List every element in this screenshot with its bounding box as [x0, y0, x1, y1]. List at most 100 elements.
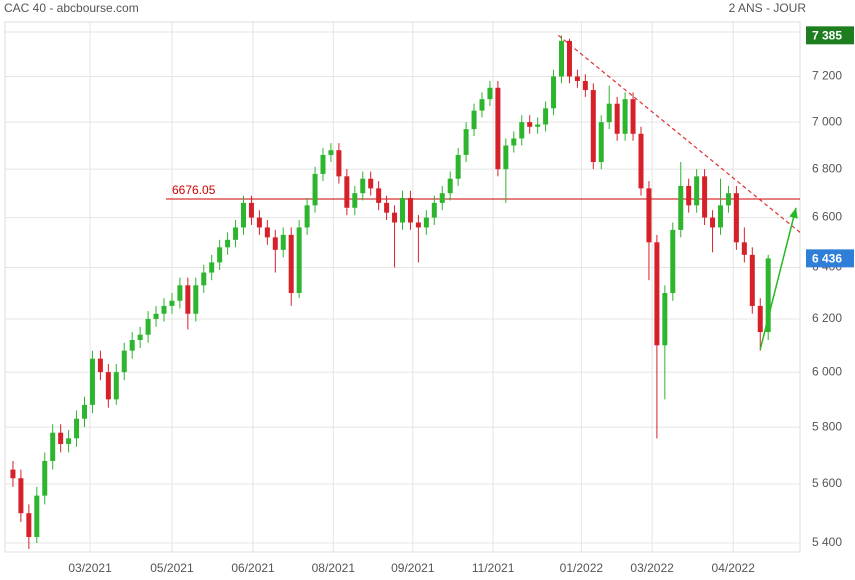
last-price-tag-label: 6 436 [812, 252, 842, 266]
y-tick-label: 5 400 [812, 535, 842, 549]
candle-body [201, 272, 207, 286]
candle-body [145, 318, 151, 335]
candle-body [58, 432, 64, 444]
candle-body [757, 305, 763, 333]
candle-body [614, 103, 620, 134]
candle-body [256, 217, 262, 228]
candle-body [741, 242, 747, 255]
candle-body [519, 122, 525, 139]
candle-body [543, 108, 549, 125]
candle-body [646, 188, 652, 243]
x-tick-label: 09/2021 [391, 561, 435, 575]
x-tick-label: 08/2021 [312, 561, 356, 575]
candle-body [18, 478, 24, 514]
x-tick-label: 01/2022 [560, 561, 604, 575]
candle-body [272, 237, 278, 250]
candle-body [26, 513, 32, 537]
candle-body [288, 234, 294, 294]
candle-body [336, 150, 342, 177]
candle-body [463, 129, 469, 155]
x-tick-label: 03/2022 [630, 561, 674, 575]
plot-frame [4, 21, 801, 553]
y-tick-label: 7 200 [812, 69, 842, 83]
candle-body [153, 313, 159, 319]
candle-body [407, 198, 413, 223]
candle-body [471, 110, 477, 130]
candle-body [161, 305, 167, 314]
candle-body [82, 404, 87, 419]
x-tick-label: 06/2021 [231, 561, 275, 575]
y-tick-label: 6 000 [812, 364, 842, 378]
y-tick-label: 6 600 [812, 210, 842, 224]
candle-body [185, 285, 191, 314]
candle-body [376, 188, 382, 203]
candle-body [296, 227, 302, 294]
candle-body [105, 372, 111, 400]
candle-body [662, 293, 668, 346]
candle-body [487, 87, 493, 100]
candle-body [97, 358, 103, 373]
candle-body [503, 145, 509, 170]
candle-body [42, 460, 48, 496]
candle-body [455, 154, 461, 179]
candle-body [479, 99, 485, 111]
candle-body [574, 76, 580, 81]
candle-body [638, 133, 644, 189]
candle-body [511, 138, 517, 146]
candle-body [686, 185, 692, 206]
candle-body [431, 202, 437, 218]
candle-body [129, 340, 135, 351]
candle-body [193, 285, 199, 314]
y-tick-label: 6 200 [812, 311, 842, 325]
candle-body [598, 122, 604, 163]
candle-body [749, 254, 755, 306]
candle-body [582, 80, 588, 91]
candle-body [169, 300, 175, 306]
candle-body [495, 87, 501, 170]
candle-body [360, 178, 366, 194]
candle-body [678, 185, 684, 230]
y-tick-label: 6 800 [812, 161, 842, 175]
candle-body [89, 358, 95, 405]
candle-body [670, 229, 676, 294]
candle-body [312, 173, 318, 206]
candle-body [233, 227, 239, 240]
candle-body [209, 262, 215, 273]
chart-subtitle: 2 ANS - JOUR [729, 1, 807, 15]
candle-body [551, 76, 557, 109]
candle-body [725, 193, 731, 206]
candle-body [630, 99, 636, 134]
candle-body [248, 202, 254, 218]
candle-body [241, 202, 246, 228]
candle-body [113, 372, 119, 400]
candle-body [527, 122, 533, 127]
candle-body [622, 99, 628, 134]
candle-body [352, 193, 358, 208]
candle-body [328, 150, 334, 155]
candle-body [368, 178, 374, 189]
candle-body [50, 432, 56, 461]
level-label: 6676.05 [172, 183, 216, 197]
candle-body [400, 198, 405, 223]
candle-body [415, 222, 421, 228]
candle-body [654, 242, 660, 346]
candle-body [590, 90, 596, 163]
last-price-tag [806, 249, 854, 268]
candle-body [423, 217, 429, 228]
candle-body [34, 495, 40, 537]
candle-body [217, 247, 223, 263]
candle-body [710, 217, 716, 228]
arrow-line [759, 207, 797, 350]
candle-body [344, 176, 350, 208]
candle-body [606, 103, 612, 123]
y-tick-label: 5 800 [812, 419, 842, 433]
chart-title: CAC 40 - abcbourse.com [4, 1, 139, 15]
candle-body [384, 202, 390, 213]
candle-body [559, 40, 564, 77]
candle-body [225, 239, 231, 248]
x-tick-label: 11/2021 [472, 561, 515, 575]
candle-body [733, 193, 739, 243]
arrow-head [789, 207, 798, 219]
